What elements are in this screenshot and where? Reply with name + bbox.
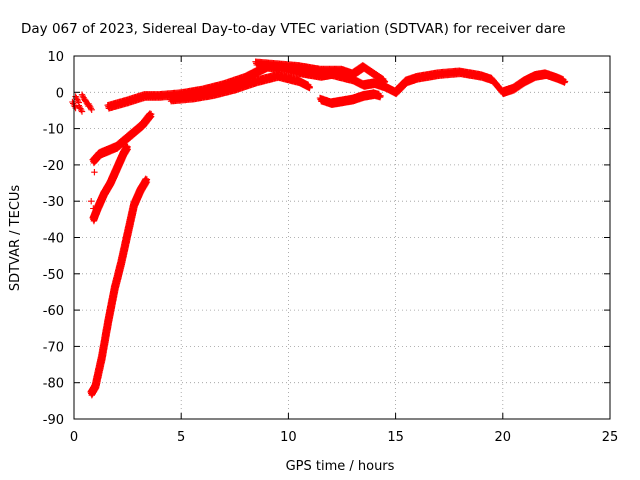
series-markers	[89, 142, 131, 225]
series-markers	[87, 175, 151, 399]
series-lower_band	[316, 89, 384, 108]
chart-title: Day 067 of 2023, Sidereal Day-to-day VTE…	[21, 21, 566, 37]
series-start_cluster	[69, 91, 95, 115]
y-tick-label: 0	[56, 86, 64, 101]
x-tick-label: 10	[280, 430, 297, 445]
series-steep_arc_1	[87, 175, 151, 399]
axis-ticks: 0 5 10 15 20 25 -90 -80 -70 -60 -50 -40 -30 -20 -10 0 10	[43, 50, 619, 445]
series-markers	[69, 91, 95, 115]
x-tick-label: 15	[387, 430, 404, 445]
y-tick-label: -10	[43, 123, 64, 138]
data-points	[69, 58, 569, 399]
x-tick-label: 25	[602, 430, 619, 445]
y-tick-label: -50	[43, 268, 64, 283]
y-tick-label: -40	[43, 232, 64, 247]
y-tick-label: -30	[43, 195, 64, 210]
series-upper_band	[252, 58, 389, 86]
y-tick-label: -20	[43, 159, 64, 174]
x-tick-label: 20	[495, 430, 512, 445]
series-outliers	[88, 169, 98, 212]
series-markers	[88, 169, 98, 212]
y-tick-label: 10	[47, 50, 64, 65]
series-markers	[316, 89, 384, 108]
series-markers	[252, 58, 389, 86]
x-axis-label: GPS time / hours	[286, 459, 395, 474]
y-tick-label: -70	[43, 340, 64, 355]
x-tick-label: 0	[70, 430, 78, 445]
series-arc_2	[89, 142, 131, 225]
series-markers	[89, 110, 155, 167]
series-markers	[166, 71, 313, 105]
y-tick-label: -80	[43, 377, 64, 392]
gridlines	[74, 56, 610, 419]
y-axis-label: SDTVAR / TECUs	[8, 185, 23, 292]
series-arc_3	[89, 110, 155, 167]
y-tick-label: -90	[43, 413, 64, 428]
x-tick-label: 5	[177, 430, 185, 445]
series-mid_band	[166, 71, 313, 105]
y-tick-label: -60	[43, 304, 64, 319]
